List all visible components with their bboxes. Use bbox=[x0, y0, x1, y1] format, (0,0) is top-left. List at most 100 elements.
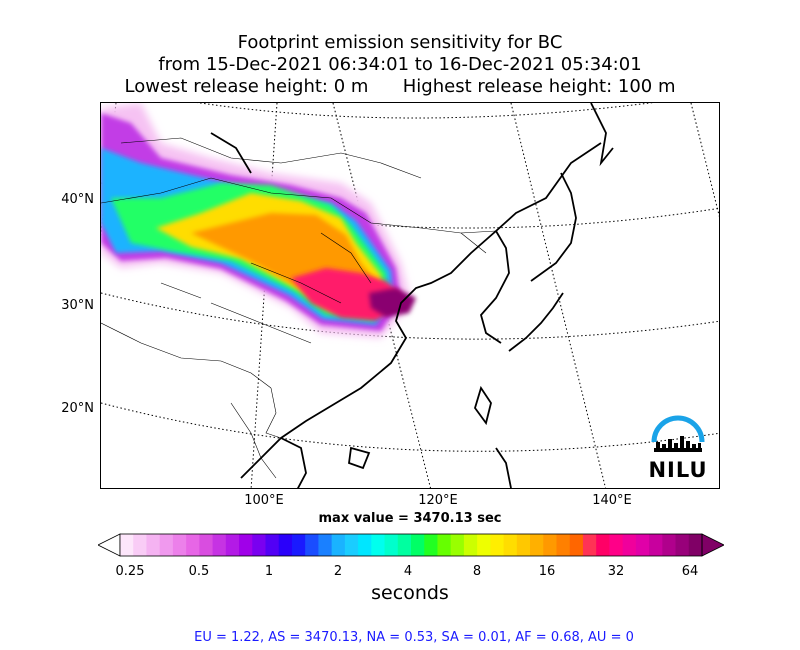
colorbar-swatch bbox=[358, 534, 372, 556]
coast-vietnam bbox=[280, 437, 307, 488]
cb-tick-2: 1 bbox=[264, 564, 274, 579]
coast-china bbox=[240, 142, 602, 479]
max-value-label: max value = 3470.13 sec bbox=[318, 511, 502, 526]
meridian-100e bbox=[250, 103, 278, 488]
colorbar-swatch bbox=[569, 534, 584, 556]
coast-lake-baikal bbox=[210, 132, 252, 174]
colorbar-swatch bbox=[305, 534, 319, 556]
map-canvas bbox=[101, 103, 719, 488]
colorbar-swatch bbox=[503, 534, 518, 556]
cb-tick-8: 64 bbox=[681, 564, 699, 579]
cb-tick-3: 2 bbox=[333, 564, 343, 579]
lat-label-30n: 30°N bbox=[61, 298, 94, 313]
nilu-logo-icon bbox=[651, 415, 705, 452]
colorbar-swatch bbox=[252, 534, 266, 556]
parallel-20n bbox=[101, 402, 719, 452]
cb-tick-1: 0.5 bbox=[188, 564, 210, 579]
colorbar bbox=[98, 533, 724, 557]
colorbar-swatch bbox=[530, 534, 544, 556]
colorbar-swatch bbox=[159, 534, 174, 556]
colorbar-swatch bbox=[212, 534, 227, 556]
colorbar-swatch bbox=[649, 534, 663, 556]
plume-core bbox=[369, 288, 416, 317]
cb-tick-5: 8 bbox=[472, 564, 482, 579]
colorbar-unit-label: seconds bbox=[371, 582, 449, 604]
colorbar-swatch bbox=[265, 534, 280, 556]
title-line-1: Footprint emission sensitivity for BC bbox=[237, 32, 563, 53]
colorbar-swatch bbox=[516, 534, 531, 556]
region-stats-footer: EU = 1.22, AS = 3470.13, NA = 0.53, SA =… bbox=[194, 630, 634, 645]
cb-tick-0: 0.25 bbox=[115, 564, 145, 579]
title-line-3: Lowest release height: 0 m Highest relea… bbox=[124, 76, 676, 97]
colorbar-swatch bbox=[596, 534, 610, 556]
colorbar-extend-low bbox=[98, 533, 121, 557]
border-china-india bbox=[101, 322, 272, 389]
colorbar-swatch bbox=[384, 534, 399, 556]
meridian-160e bbox=[690, 103, 719, 218]
lon-label-100e: 100°E bbox=[244, 493, 284, 508]
map-panel bbox=[100, 102, 720, 489]
colorbar-frame bbox=[119, 533, 703, 557]
colorbar-swatch bbox=[463, 534, 478, 556]
colorbar-extend-high bbox=[701, 533, 724, 557]
colorbar-swatch bbox=[291, 534, 306, 556]
border-china-mongolia bbox=[101, 177, 497, 234]
colorbar-swatch bbox=[371, 534, 386, 556]
colorbar-swatch bbox=[622, 534, 637, 556]
nilu-logo: NILU bbox=[646, 414, 710, 484]
colorbar-swatch bbox=[411, 534, 425, 556]
coast-hainan bbox=[348, 446, 371, 470]
colorbar-swatch bbox=[688, 534, 703, 556]
colorbar-swatch bbox=[662, 534, 677, 556]
cb-tick-6: 16 bbox=[538, 564, 556, 579]
coast-japan-honshu bbox=[530, 172, 577, 282]
footprint-plume bbox=[101, 103, 416, 338]
colorbar-swatch bbox=[199, 534, 214, 556]
colorbar-swatch bbox=[172, 534, 187, 556]
colorbar-swatch bbox=[477, 534, 491, 556]
coast-sakhalin bbox=[590, 103, 614, 167]
colorbar-swatch bbox=[344, 534, 359, 556]
colorbar-swatch bbox=[133, 534, 147, 556]
colorbar-swatch bbox=[239, 534, 253, 556]
meridian-120e bbox=[332, 103, 432, 488]
cb-tick-7: 32 bbox=[607, 564, 625, 579]
coast-korea bbox=[480, 230, 510, 344]
colorbar-swatch bbox=[556, 534, 571, 556]
coastlines bbox=[210, 103, 614, 488]
colorbar-swatch bbox=[675, 534, 690, 556]
coast-japan-kyushu bbox=[508, 292, 564, 352]
colorbar-swatch bbox=[582, 534, 597, 556]
colorbar-swatch bbox=[278, 534, 293, 556]
title-line-2: from 15-Dec-2021 06:34:01 to 16-Dec-2021… bbox=[158, 54, 642, 75]
lat-label-40n: 40°N bbox=[61, 192, 94, 207]
province-lines bbox=[160, 232, 372, 344]
colorbar-swatch bbox=[450, 534, 465, 556]
colorbar-swatch bbox=[424, 534, 438, 556]
parallel-50n bbox=[197, 103, 654, 119]
colorbar-swatch bbox=[397, 534, 412, 556]
nilu-logo-text: NILU bbox=[648, 458, 708, 482]
colorbar-swatch bbox=[186, 534, 200, 556]
border-korea bbox=[460, 232, 487, 254]
colorbar-swatch bbox=[609, 534, 624, 556]
colorbar-swatch bbox=[318, 534, 333, 556]
colorbar-swatch bbox=[146, 534, 161, 556]
border-mongolia-russia bbox=[120, 137, 422, 179]
colorbar-swatch bbox=[490, 534, 505, 556]
coast-taiwan bbox=[474, 385, 492, 426]
lon-label-140e: 140°E bbox=[592, 493, 632, 508]
colorbar-swatch bbox=[543, 534, 557, 556]
lat-label-20n: 20°N bbox=[61, 401, 94, 416]
cb-tick-4: 4 bbox=[403, 564, 413, 579]
lon-label-120e: 120°E bbox=[418, 493, 458, 508]
borders bbox=[101, 137, 497, 479]
colorbar-swatch bbox=[120, 534, 134, 556]
colorbar-swatch bbox=[331, 534, 346, 556]
border-china-myanmar bbox=[265, 387, 282, 439]
coast-luzon bbox=[495, 447, 512, 488]
colorbar-swatch bbox=[635, 534, 650, 556]
colorbar-swatch bbox=[437, 534, 452, 556]
border-indochina bbox=[230, 402, 277, 479]
meridian-140e bbox=[510, 103, 607, 488]
